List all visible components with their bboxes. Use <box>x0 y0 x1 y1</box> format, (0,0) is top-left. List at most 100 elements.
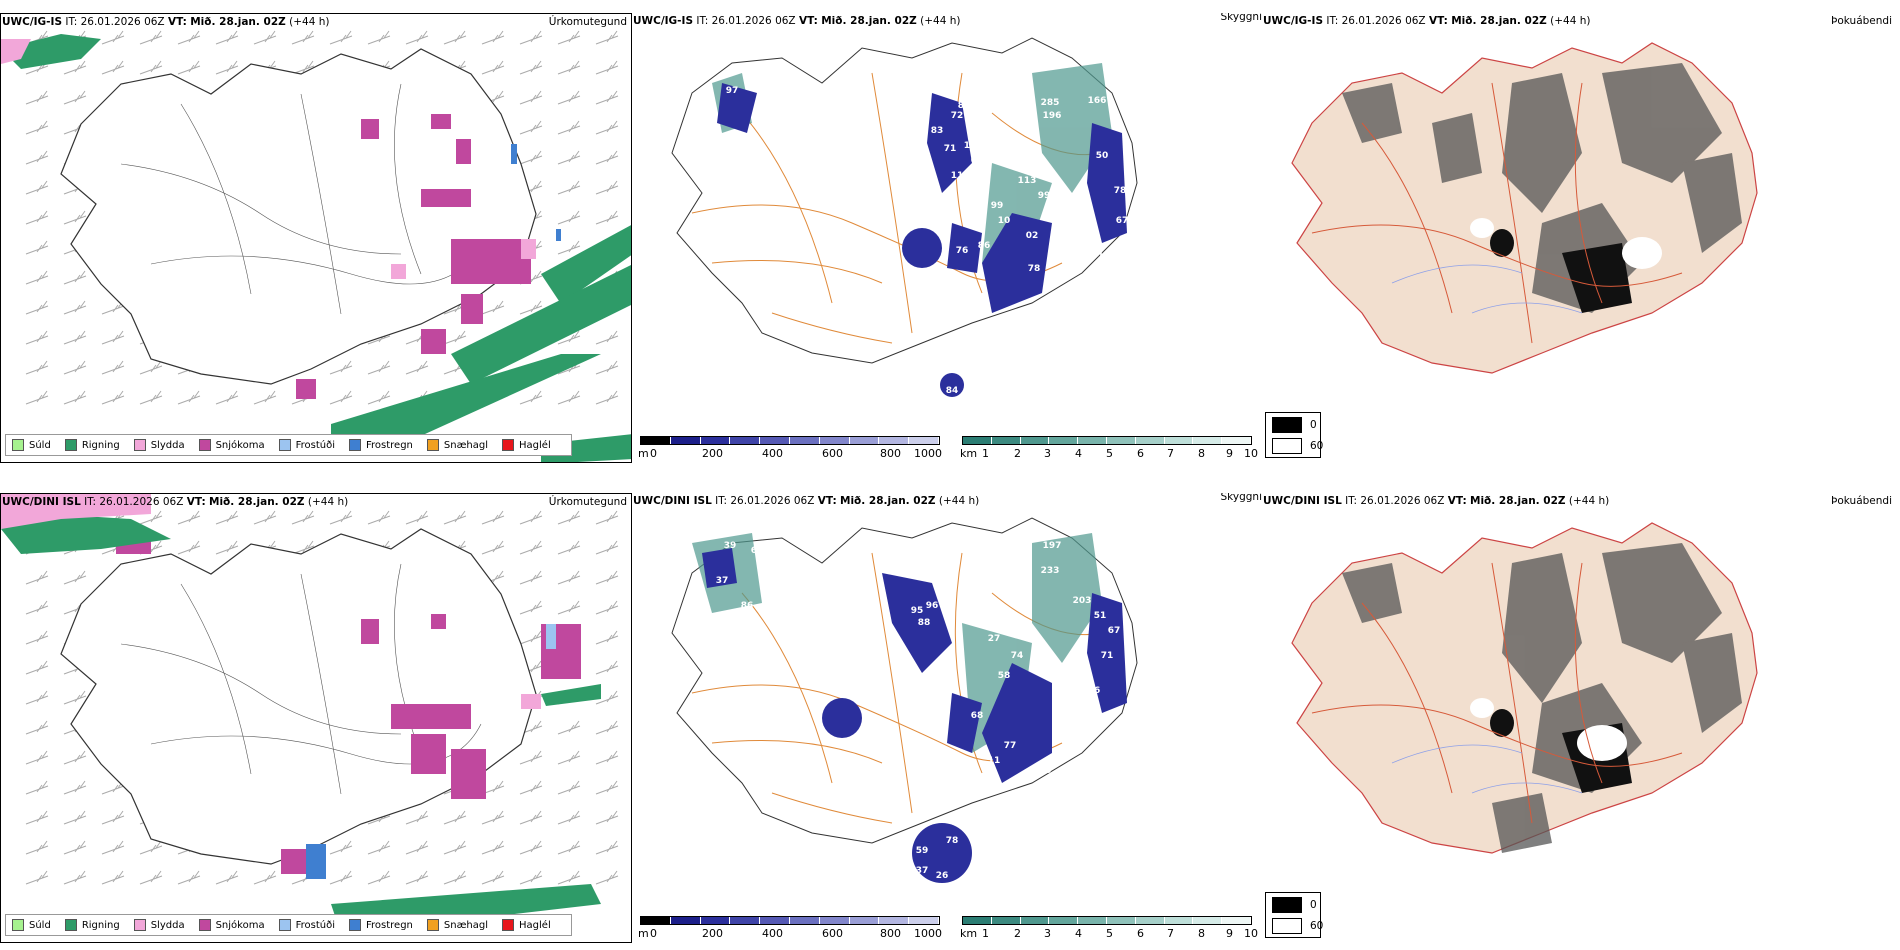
colorbar-cell <box>789 437 820 444</box>
value-label: 33 <box>976 861 989 871</box>
value-label: 196 <box>1043 111 1062 121</box>
wind-barb <box>519 630 543 645</box>
colorbar-cell <box>879 917 910 924</box>
vt-label: VT: <box>798 15 818 27</box>
wind-barb <box>25 630 49 645</box>
legend-item: Haglél <box>502 919 551 931</box>
value-label: 38 <box>1056 334 1069 344</box>
wind-barb <box>139 30 163 45</box>
visibility-colorbar: km 1 2 3 4 5 6 7 8 9 10 <box>960 436 1258 460</box>
value-label: 67 <box>1116 216 1129 226</box>
wind-barb <box>595 60 619 75</box>
it-value: 26.01.2026 06Z <box>730 495 815 507</box>
colorbar-tick: 4 <box>1075 927 1082 940</box>
wind-barb <box>557 210 581 225</box>
colorbar-cell <box>1222 917 1251 924</box>
colorbar-unit: km <box>960 447 978 460</box>
wind-barb <box>63 780 87 795</box>
value-label: 119 <box>1098 251 1117 261</box>
fog-legend-swatch <box>1272 417 1302 433</box>
fog-indicator-map-top: UWC/IG-IS IT: 26.01.2026 06Z VT: Mið. 28… <box>1262 13 1900 413</box>
legend-item: Snjókoma <box>198 439 265 451</box>
colorbar-tick: 200 <box>702 447 723 460</box>
colorbar-cell <box>730 917 761 924</box>
wind-barb <box>215 30 239 45</box>
colorbar-cell <box>1078 437 1107 444</box>
wind-barb <box>253 510 277 525</box>
panel-title: Úrkomutegund <box>548 496 627 508</box>
colorbar-cells <box>962 436 1252 445</box>
lead-time: (+44 h) <box>307 496 349 508</box>
value-label: 285 <box>1041 98 1060 108</box>
lead-time: (+44 h) <box>938 495 980 507</box>
value-label: 78 <box>946 836 959 846</box>
wind-barb <box>595 330 619 345</box>
wind-barb <box>25 780 49 795</box>
value-label: 97 <box>726 86 739 96</box>
wind-barb <box>481 540 505 555</box>
wind-barb <box>329 390 353 405</box>
wind-barb <box>405 840 429 855</box>
colorbar-cell <box>1020 917 1050 924</box>
wind-barb <box>519 510 543 525</box>
legend-swatch <box>426 439 439 451</box>
fog-dark <box>1490 229 1632 313</box>
colorbar-cell <box>991 437 1021 444</box>
colorbar-cell <box>849 917 880 924</box>
wind-barb <box>557 60 581 75</box>
legend-label: Rigning <box>81 919 120 931</box>
wind-barb <box>329 510 353 525</box>
wind-barb <box>595 30 619 45</box>
wind-barb <box>519 750 543 765</box>
fog-map-svg-top <box>1291 42 1758 374</box>
colorbar-cell <box>1193 917 1223 924</box>
wind-barb <box>63 570 87 585</box>
colorbar-tick: 8 <box>1198 927 1205 940</box>
colorbar-cell <box>1078 917 1107 924</box>
wind-barb <box>215 60 239 75</box>
colorbar-cell <box>879 437 910 444</box>
colorbar-tick: 600 <box>822 927 843 940</box>
wind-barb <box>557 810 581 825</box>
fog-legend-swatch <box>1272 438 1302 454</box>
wind-barb <box>253 390 277 405</box>
colorbar-tick: 10 <box>1244 927 1258 940</box>
cloudbase-patches <box>717 83 1127 397</box>
wind-barb <box>519 120 543 135</box>
wind-barb <box>215 870 239 885</box>
colorbar-tick: 200 <box>702 927 723 940</box>
legend-item: Snæhagl <box>426 919 489 931</box>
colorbar-cell <box>963 437 992 444</box>
panel-title: Skyggni <box>1220 493 1263 503</box>
wind-barb <box>557 150 581 165</box>
wind-barb <box>557 540 581 555</box>
wind-barb <box>25 300 49 315</box>
vt-value: Mið. 28.jan. 02Z <box>190 16 286 28</box>
value-label: 113 <box>1018 176 1037 186</box>
wind-barb <box>25 690 49 705</box>
colorbar-cell <box>1106 917 1136 924</box>
colorbar-tick: 8 <box>1198 447 1205 460</box>
wind-barb <box>63 210 87 225</box>
legend-swatch <box>64 919 77 931</box>
wind-barb <box>481 30 505 45</box>
precip-type-map-bottom: UWC/DINI ISL IT: 26.01.2026 06Z VT: Mið.… <box>0 493 632 943</box>
legend-label: Snæhagl <box>443 919 489 931</box>
roads <box>120 83 482 315</box>
panel-title: Skyggni <box>1220 13 1263 23</box>
wind-barb <box>291 510 315 525</box>
visibility-colorbar: km 1 2 3 4 5 6 7 8 9 10 <box>960 916 1258 940</box>
colorbar-cell <box>1020 437 1050 444</box>
colorbar-tick: 3 <box>1044 927 1051 940</box>
it-value: 26.01.2026 06Z <box>1341 15 1426 27</box>
colorbar-cell <box>1135 437 1165 444</box>
colorbar-tick: 1 <box>982 447 989 460</box>
wind-barb <box>101 360 125 375</box>
value-label: 72 <box>951 111 964 121</box>
colorbar-cell <box>849 437 880 444</box>
wind-barb <box>367 840 391 855</box>
legend-label: Frostúði <box>295 439 335 451</box>
wind-barb <box>177 540 201 555</box>
value-label: 08 <box>971 156 984 166</box>
wind-barb <box>63 690 87 705</box>
